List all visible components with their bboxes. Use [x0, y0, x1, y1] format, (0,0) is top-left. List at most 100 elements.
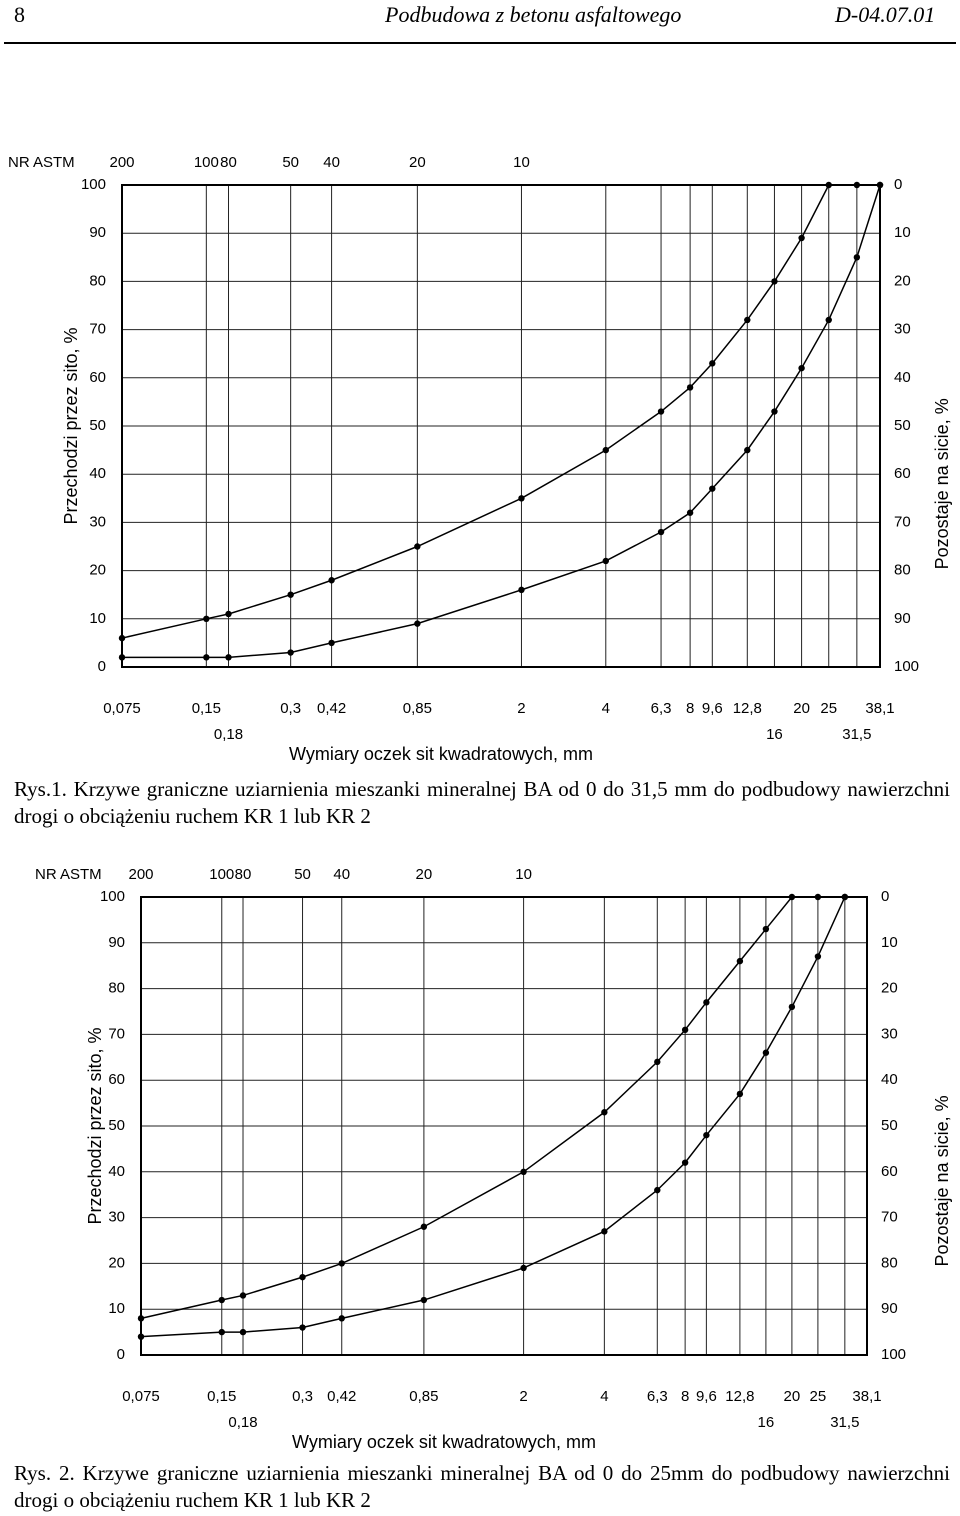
y-tick-label: 20	[89, 562, 106, 579]
data-point	[788, 1003, 796, 1011]
data-point	[239, 1292, 247, 1299]
data-point	[420, 1296, 428, 1304]
data-point	[225, 654, 232, 661]
y-tick-label: 40	[89, 465, 106, 482]
data-point	[602, 557, 609, 565]
x-axis-title: Wymiary oczek sit kwadratowych, mm	[289, 744, 593, 764]
y-tick-label: 100	[100, 888, 125, 905]
y2-tick-label: 10	[894, 224, 911, 241]
figure-caption: Rys.1. Krzywe graniczne uziarnienia mies…	[14, 777, 950, 828]
y2-tick-label: 80	[894, 562, 911, 579]
data-point	[420, 1223, 428, 1230]
astm-tick-label: 50	[282, 154, 299, 171]
x-tick-label: 20	[784, 1388, 801, 1405]
astm-tick-label: 20	[416, 866, 433, 883]
y2-tick-label: 30	[881, 1025, 898, 1042]
curve	[140, 896, 845, 1320]
y2-axis-title: Pozostaje na sicie, %	[932, 1095, 952, 1266]
x-tick-label: 0,85	[409, 1388, 438, 1405]
curve	[140, 896, 846, 1338]
x-tick-label: 12,8	[725, 1388, 754, 1405]
astm-label: NR ASTM	[35, 866, 102, 883]
x-axis-title: Wymiary oczek sit kwadratowych, mm	[292, 1432, 596, 1452]
data-point	[299, 1273, 306, 1281]
data-point	[681, 1026, 689, 1034]
plot-frame	[121, 184, 881, 668]
x-tick-label: 16	[766, 726, 783, 743]
data-point	[853, 254, 861, 261]
x-tick-label: 16	[758, 1414, 775, 1431]
header-title: Podbudowa z betonu asfaltowego	[385, 2, 682, 27]
data-point	[709, 360, 716, 367]
y2-axis-title: Pozostaje na sicie, %	[932, 398, 952, 569]
data-point	[287, 649, 294, 656]
astm-tick-label: 100	[194, 154, 219, 171]
data-point	[520, 1264, 527, 1272]
astm-tick-label: 50	[294, 866, 311, 883]
x-tick-label: 0,18	[228, 1414, 257, 1431]
data-point	[686, 509, 694, 516]
data-point	[744, 316, 751, 324]
data-point	[814, 953, 822, 960]
data-point	[736, 957, 744, 965]
astm-tick-label: 80	[235, 866, 252, 883]
data-point	[239, 1328, 247, 1336]
y-tick-label: 100	[81, 176, 106, 193]
data-point	[203, 615, 210, 622]
x-tick-label: 38,1	[852, 1388, 881, 1405]
x-tick-label: 0,075	[103, 700, 141, 717]
data-point	[709, 485, 716, 492]
x-tick-label: 4	[602, 700, 610, 717]
x-tick-label: 0,15	[192, 700, 221, 717]
x-tick-label: 38,1	[865, 700, 894, 717]
data-point	[788, 893, 796, 901]
data-point	[137, 1315, 145, 1322]
data-point	[814, 893, 822, 901]
data-point	[654, 1186, 661, 1194]
x-tick-label: 0,85	[403, 700, 432, 717]
data-point	[518, 495, 525, 502]
y-tick-label: 30	[89, 513, 106, 530]
data-point	[218, 1328, 225, 1336]
astm-tick-label: 40	[323, 154, 340, 171]
astm-tick-label: 10	[513, 154, 530, 171]
astm-tick-label: 100	[209, 866, 234, 883]
x-tick-label: 25	[820, 700, 837, 717]
astm-tick-label: 10	[515, 866, 532, 883]
data-point	[876, 181, 884, 189]
y-tick-label: 80	[108, 980, 125, 997]
data-point	[825, 316, 832, 324]
y-tick-label: 70	[108, 1025, 125, 1042]
y2-tick-label: 40	[881, 1071, 898, 1088]
plot-frame	[140, 896, 868, 1356]
data-point	[328, 639, 335, 647]
y-tick-label: 50	[108, 1117, 125, 1134]
y-axis-title: Przechodzi przez sito, %	[85, 1027, 105, 1224]
data-point	[771, 408, 778, 415]
x-tick-label: 12,8	[733, 700, 762, 717]
page-number: 8	[14, 2, 25, 27]
astm-tick-label: 80	[220, 154, 237, 171]
y2-tick-label: 60	[881, 1163, 898, 1180]
x-tick-label: 4	[600, 1388, 608, 1405]
data-point	[762, 1049, 770, 1056]
data-point	[518, 586, 525, 594]
data-point	[681, 1159, 689, 1166]
y2-tick-label: 100	[881, 1346, 906, 1363]
data-point	[338, 1315, 345, 1322]
astm-tick-label: 20	[409, 154, 426, 171]
x-tick-label: 0,18	[214, 726, 243, 743]
y-tick-label: 90	[108, 934, 125, 951]
figure-caption: Rys. 2. Krzywe graniczne uziarnienia mie…	[14, 1461, 950, 1512]
astm-tick-label: 200	[109, 154, 134, 171]
data-point	[601, 1109, 608, 1116]
data-point	[414, 620, 421, 627]
data-point	[798, 364, 805, 372]
y-tick-label: 50	[89, 417, 106, 434]
data-point	[703, 999, 710, 1006]
x-tick-label: 0,42	[317, 700, 346, 717]
x-tick-label: 6,3	[647, 1388, 668, 1405]
data-point	[299, 1324, 306, 1331]
data-point	[225, 610, 232, 618]
